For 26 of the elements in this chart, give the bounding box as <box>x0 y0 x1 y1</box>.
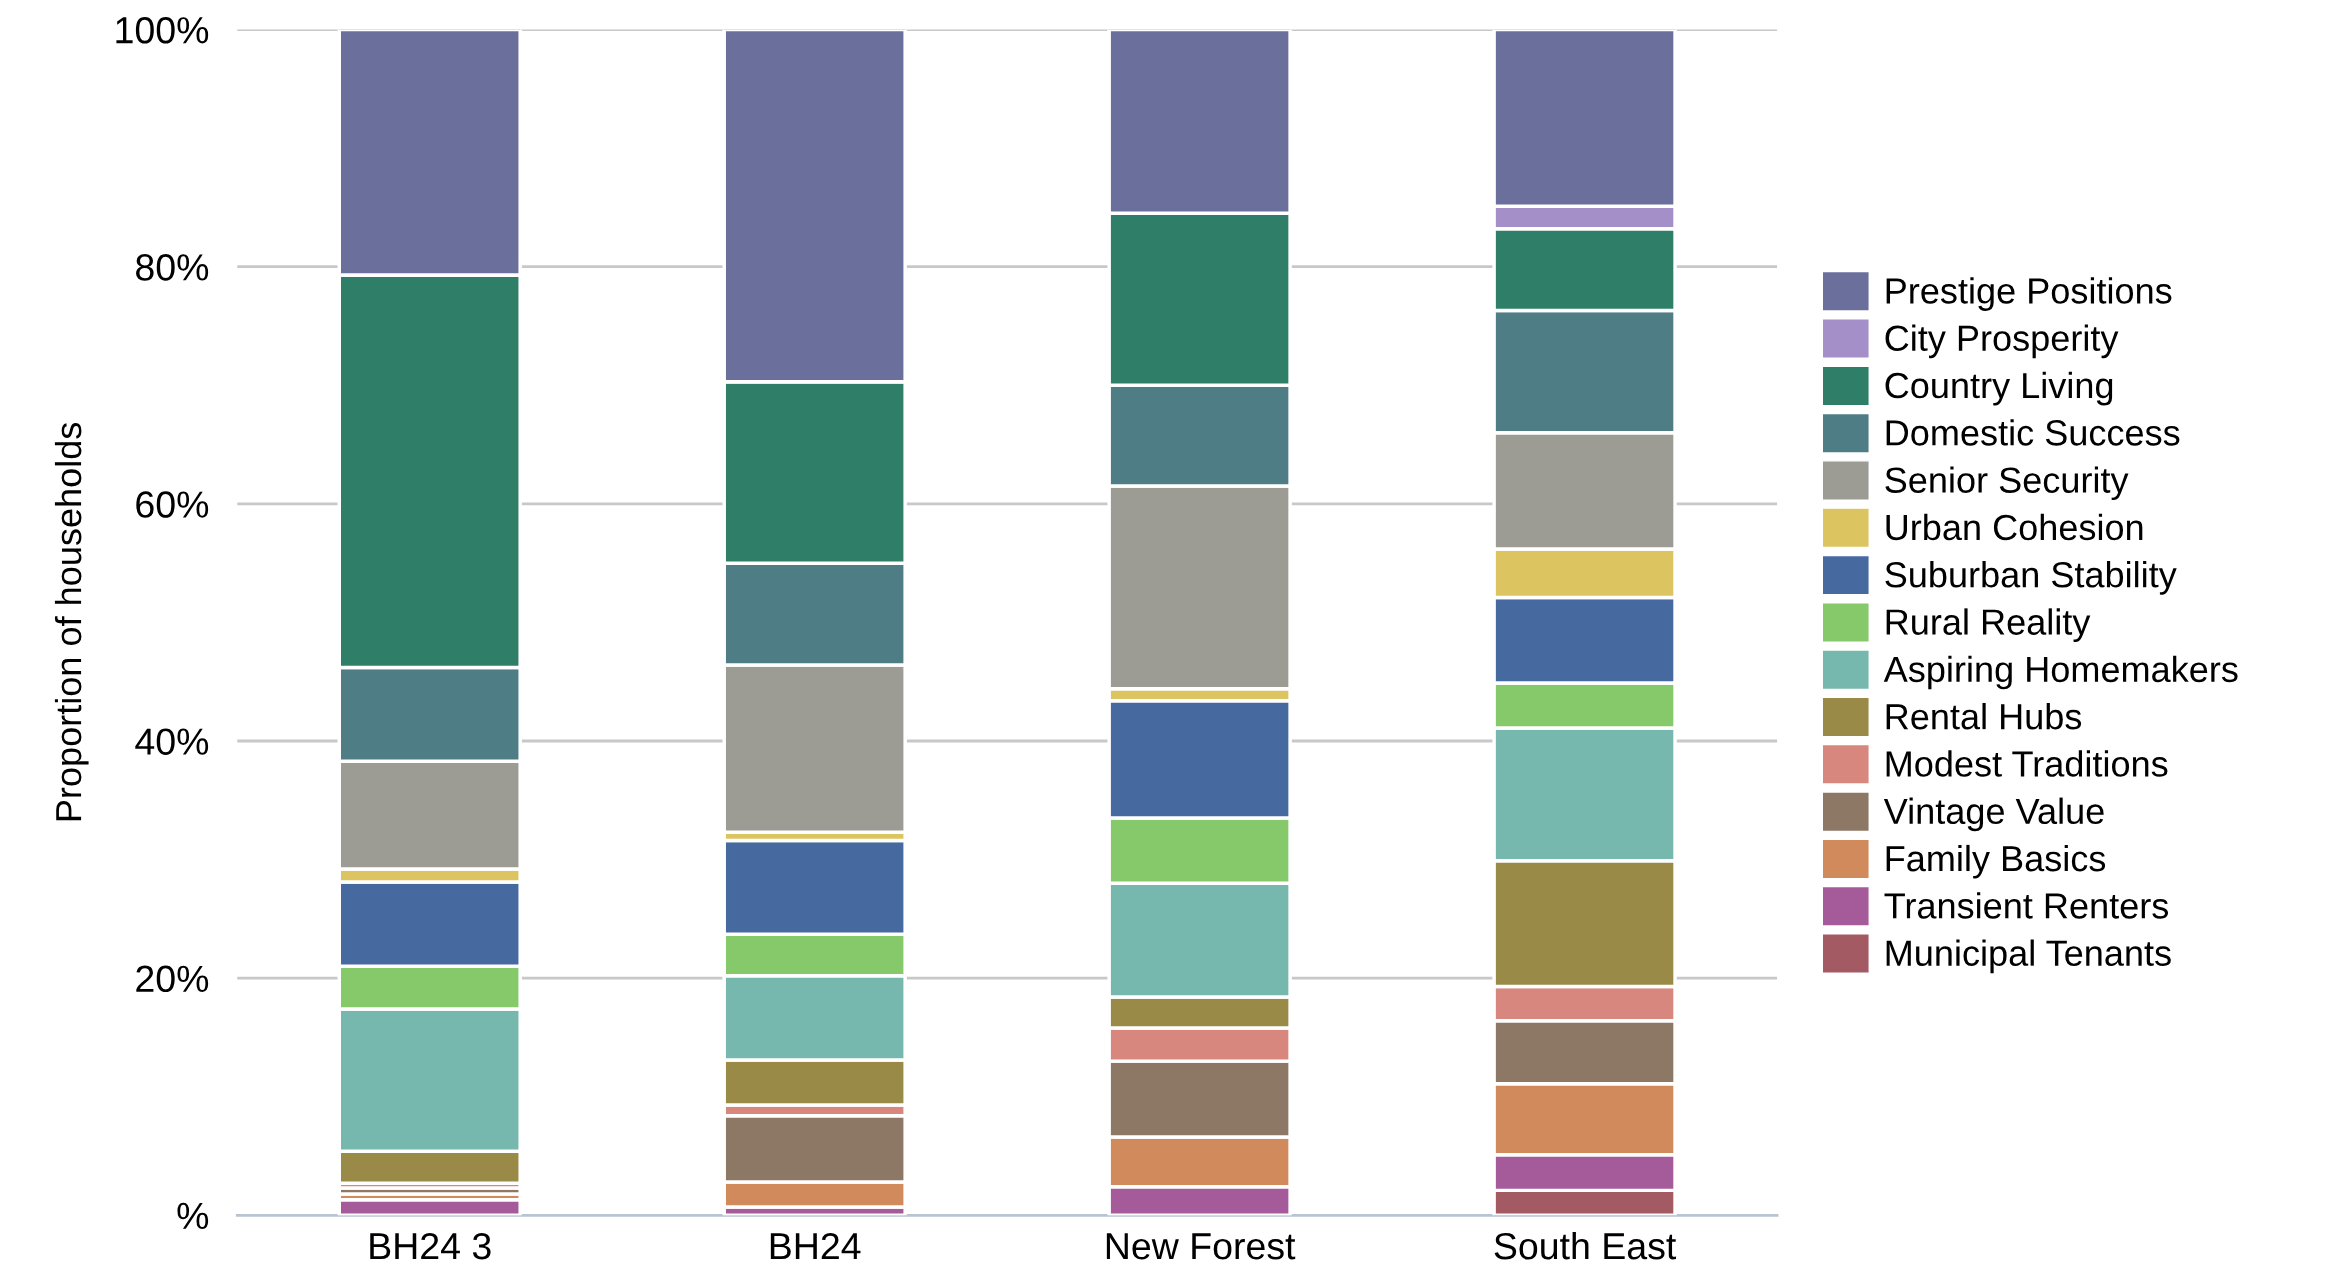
y-tick-label: 20% <box>136 965 209 993</box>
legend-label: Municipal Tenants <box>1886 939 2171 974</box>
legend-label: City Prosperity <box>1885 324 2119 359</box>
legend-label: Transient Renters <box>1884 892 2169 919</box>
legend-label: Rental Hubs <box>1886 702 2082 730</box>
y-tick-label: 100% <box>116 16 209 44</box>
legend-label: Vintage Value <box>1883 797 2104 832</box>
legend-label: Domestic Success <box>1886 419 2180 446</box>
x-tick-label: South East <box>1494 1231 1677 1260</box>
legend-label: Senior Security <box>1885 466 2129 501</box>
legend-label: Urban Cohesion <box>1886 513 2143 541</box>
legend-label: Suburban Stability <box>1885 561 2177 595</box>
x-tick-label: BH24 <box>770 1232 861 1260</box>
legend-label: Aspiring Homemakers <box>1883 655 2238 690</box>
legend-label: Family Basics <box>1886 844 2106 879</box>
x-tick-label: BH24 3 <box>370 1232 491 1260</box>
y-tick-label: 80% <box>136 254 209 281</box>
y-axis-title: Proportion of households <box>54 422 89 821</box>
legend-label: Prestige Positions <box>1886 277 2172 311</box>
y-tick-label: % <box>177 1202 209 1230</box>
x-tick-label: New Forest <box>1106 1233 1296 1260</box>
legend-label: Country Living <box>1885 371 2113 406</box>
legend-label: Rural Reality <box>1886 608 2091 643</box>
legend-label: Modest Traditions <box>1886 750 2168 777</box>
y-tick-label: 60% <box>136 491 209 518</box>
y-tick-label: 40% <box>135 728 209 755</box>
